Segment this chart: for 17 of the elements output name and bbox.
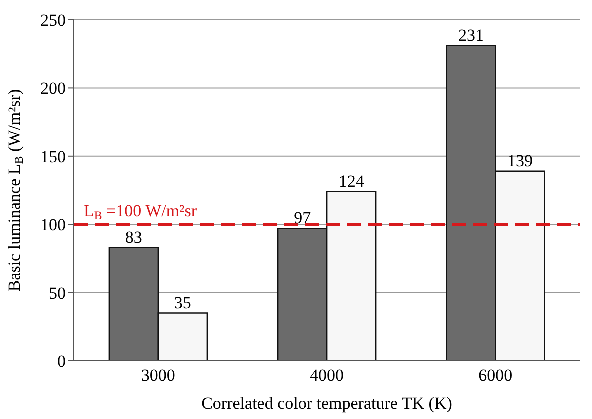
x-tick-label: 3000 <box>141 366 176 386</box>
data-label: 35 <box>174 293 192 312</box>
y-tick-label: 100 <box>40 216 66 235</box>
y-tick-label: 250 <box>40 11 66 30</box>
data-label: 97 <box>294 208 312 228</box>
x-tick-label: 4000 <box>310 366 344 386</box>
data-label: 231 <box>458 26 484 45</box>
x-tick-label: 6000 <box>478 366 513 386</box>
x-axis-title: Correlated color temperature TK (K) <box>202 394 452 413</box>
y-tick-label: 150 <box>40 147 66 166</box>
y-tick-label: 0 <box>58 352 66 372</box>
data-label: 124 <box>338 172 365 191</box>
ref-line-label: L$_{B}$ =100 W/m²sr <box>84 202 198 223</box>
data-label: 83 <box>125 228 142 247</box>
y-tick-label: 200 <box>40 79 66 98</box>
data-label: 139 <box>508 151 534 170</box>
y-tick-label: 50 <box>49 284 66 303</box>
